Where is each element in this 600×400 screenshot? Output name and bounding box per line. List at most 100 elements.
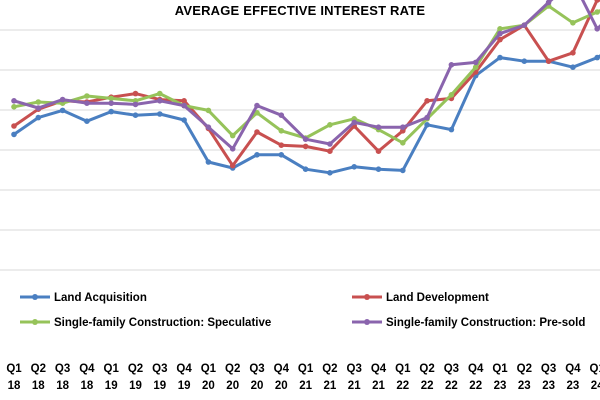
data-point — [278, 142, 285, 148]
x-tick-label-year: 23 — [542, 380, 555, 392]
chart-title: AVERAGE EFFECTIVE INTEREST RATE — [174, 3, 426, 18]
data-point — [132, 112, 139, 118]
data-point — [205, 107, 212, 114]
x-tick-label-year: 18 — [32, 380, 45, 392]
data-point — [254, 129, 260, 135]
data-point — [594, 26, 600, 32]
series-line-4 — [13, 0, 600, 151]
x-tick-label-year: 23 — [494, 380, 507, 392]
x-tick-label-year: 18 — [81, 380, 94, 392]
x-tick-label-year: 18 — [56, 380, 69, 392]
x-tick-label-year: 21 — [348, 380, 361, 392]
x-tick-label-quarter: Q3 — [152, 363, 167, 375]
x-tick-label-year: 19 — [129, 380, 142, 392]
data-point — [11, 123, 17, 129]
data-point — [472, 59, 479, 66]
data-point — [84, 100, 90, 106]
legend-entry-label: Land Acquisition — [54, 292, 147, 304]
x-tick-label-quarter: Q2 — [517, 363, 532, 375]
x-tick-label-year: 19 — [153, 380, 166, 392]
x-tick-label-year: 20 — [275, 380, 288, 392]
data-point — [181, 117, 187, 123]
legend-swatch-marker — [32, 319, 38, 325]
x-tick-label-year: 22 — [469, 380, 482, 392]
x-tick-label-quarter: Q1 — [201, 363, 217, 375]
x-axis-tick-labels: Q1 18 Q2 18 Q3 18 Q4 18 Q1 19 Q2 19 Q3 19 Q4 19 Q1 20 Q2 20… — [6, 363, 600, 392]
data-point — [545, 0, 552, 6]
x-tick-label-quarter: Q3 — [444, 363, 459, 375]
data-point — [108, 100, 114, 106]
x-tick-label-year: 18 — [8, 380, 21, 392]
legend-entry-label: Land Development — [386, 292, 489, 304]
data-point — [351, 119, 358, 126]
data-point — [108, 95, 114, 102]
data-point — [157, 111, 163, 117]
x-tick-label-year: 23 — [567, 380, 580, 392]
x-tick-label-quarter: Q4 — [176, 363, 192, 375]
data-point — [181, 102, 187, 109]
x-tick-label-quarter: Q1 — [104, 363, 120, 375]
x-tick-label-quarter: Q1 — [395, 363, 411, 375]
data-point — [497, 54, 503, 61]
data-point — [400, 124, 406, 130]
series-line-1 — [13, 54, 600, 175]
x-tick-label-quarter: Q1 — [6, 363, 22, 375]
x-tick-label-year: 22 — [445, 380, 458, 392]
legend-entry-label: Single-family Construction: Pre-sold — [386, 317, 585, 329]
data-point — [327, 148, 333, 154]
data-point — [181, 98, 187, 104]
x-tick-label-year: 23 — [518, 380, 531, 392]
data-point — [327, 141, 333, 147]
data-point — [84, 118, 90, 124]
data-point — [157, 90, 163, 97]
data-point — [400, 167, 406, 174]
data-point — [570, 50, 576, 56]
data-point — [375, 124, 382, 130]
data-point — [11, 131, 17, 138]
x-tick-label-year: 20 — [202, 380, 215, 392]
data-point — [302, 143, 309, 150]
data-point — [594, 54, 600, 61]
data-point — [157, 98, 163, 104]
data-point — [424, 114, 430, 121]
data-point — [11, 104, 17, 110]
data-point — [570, 64, 576, 70]
data-point — [84, 93, 90, 99]
data-point — [545, 58, 552, 64]
data-point — [229, 162, 236, 169]
data-point — [570, 20, 576, 26]
data-point — [594, 9, 600, 15]
x-tick-label-year: 24 — [591, 380, 600, 392]
x-tick-label-quarter: Q2 — [322, 363, 337, 375]
legend: Land Acquisition Land Development Single-f… — [20, 292, 585, 329]
legend-entry-label: Single-family Construction: Speculative — [54, 317, 271, 329]
data-point — [302, 136, 309, 142]
x-tick-label-quarter: Q3 — [541, 363, 556, 375]
series-line-3 — [13, 4, 600, 145]
x-tick-label-quarter: Q3 — [55, 363, 70, 375]
x-tick-label-year: 19 — [178, 380, 191, 392]
x-tick-label-year: 22 — [396, 380, 409, 392]
data-point — [35, 105, 42, 111]
data-point — [424, 122, 430, 128]
data-point — [497, 30, 503, 37]
data-point — [132, 101, 139, 108]
data-point — [205, 124, 212, 130]
data-point — [448, 126, 455, 133]
legend-swatch-marker — [364, 294, 370, 300]
x-tick-label-quarter: Q2 — [31, 363, 46, 375]
data-point — [254, 152, 260, 158]
data-point — [327, 170, 333, 176]
x-tick-label-year: 21 — [299, 380, 312, 392]
legend-swatch-marker — [32, 294, 38, 300]
x-tick-label-quarter: Q1 — [590, 363, 600, 375]
data-point — [424, 98, 430, 104]
data-point — [327, 122, 333, 128]
data-point — [351, 164, 358, 170]
data-point — [375, 166, 382, 172]
data-point — [59, 107, 66, 114]
data-point — [472, 64, 479, 70]
x-tick-label-year: 22 — [421, 380, 434, 392]
data-point — [59, 96, 66, 103]
data-point — [108, 108, 114, 115]
